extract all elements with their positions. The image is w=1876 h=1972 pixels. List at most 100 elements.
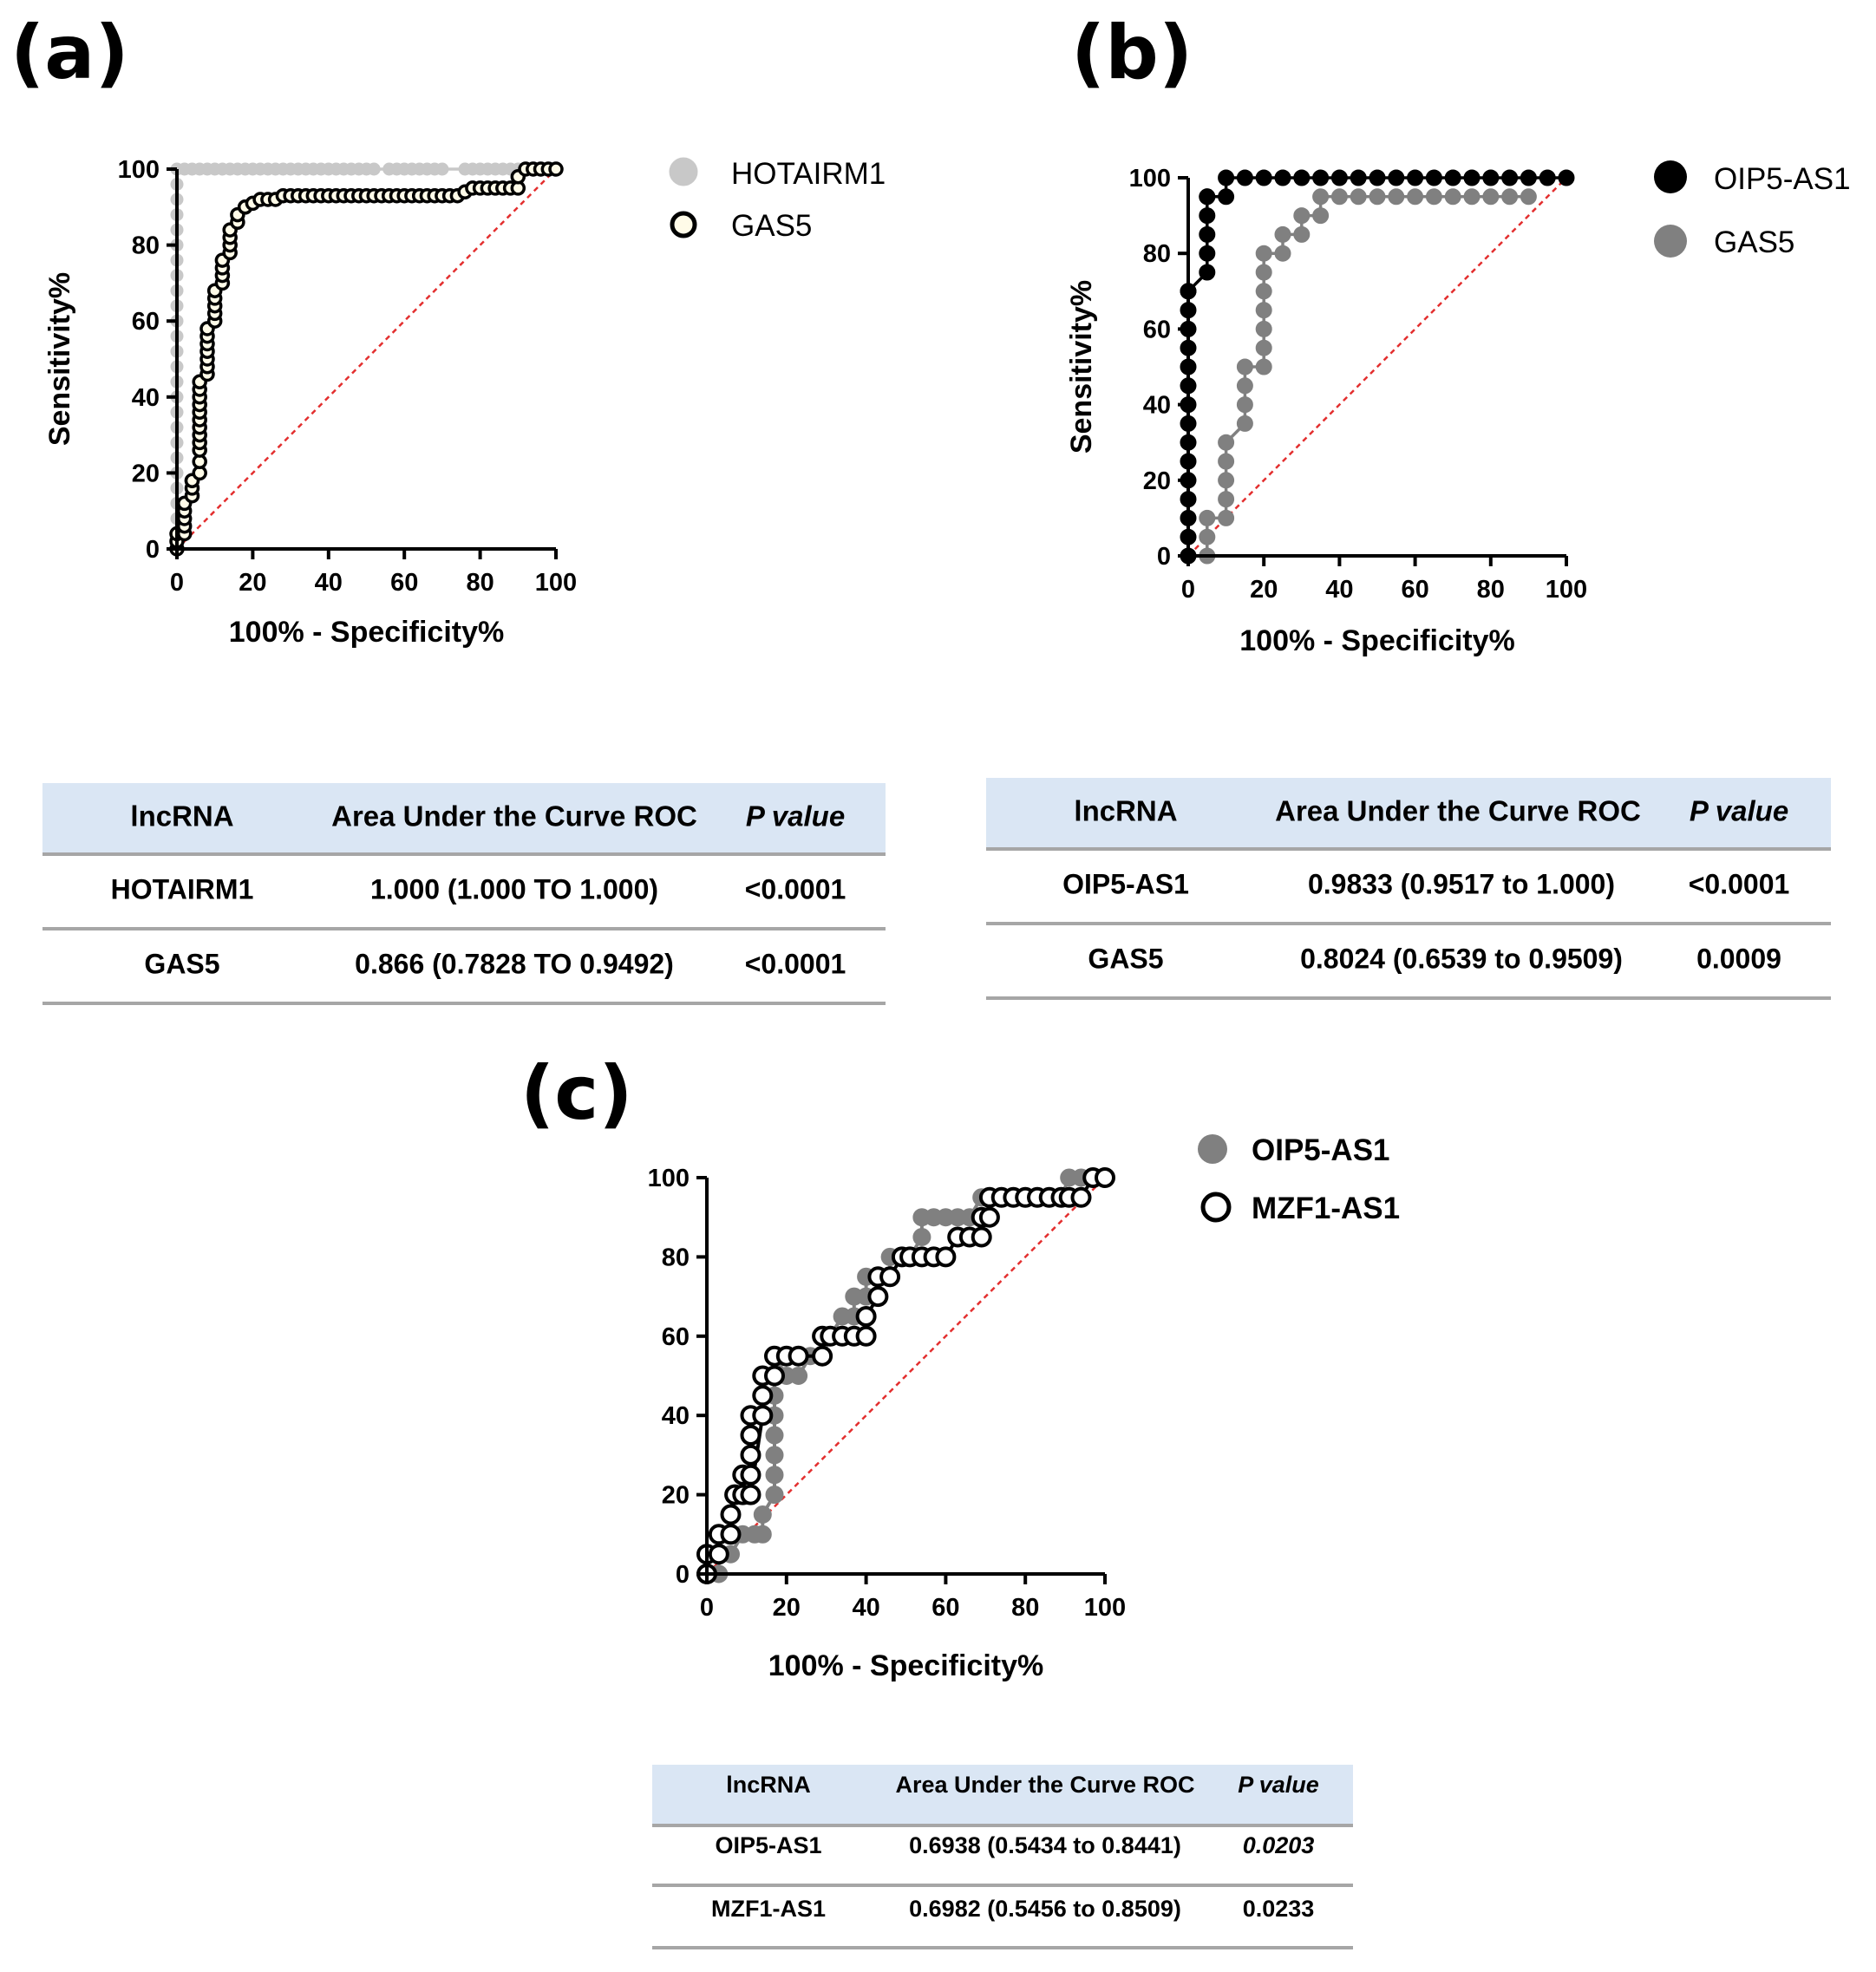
- table-a-header-pvalue: P value: [746, 800, 845, 833]
- data-point: [1463, 188, 1481, 206]
- panel-label-c: (c): [520, 1050, 633, 1137]
- data-point: [720, 1504, 742, 1525]
- x-tick-label: 100: [1546, 576, 1587, 604]
- data-point: [1218, 453, 1235, 470]
- x-axis-title: 100% - Specificity%: [768, 1649, 1043, 1682]
- legend-b-label-oip5as1: OIP5-AS1: [1714, 162, 1851, 196]
- table-a-header-lncrna: lncRNA: [130, 800, 233, 833]
- data-point: [765, 1446, 784, 1465]
- x-tick-label: 100: [1084, 1594, 1126, 1622]
- data-point: [1369, 188, 1386, 206]
- table-c-header-pvalue: P value: [1238, 1772, 1319, 1798]
- x-tick-label: 80: [1011, 1594, 1039, 1622]
- table-b-cell-r2-c1: GAS5: [1088, 943, 1163, 974]
- data-point: [1199, 528, 1216, 545]
- data-point: [978, 1206, 1000, 1228]
- data-point: [1350, 188, 1367, 206]
- table-b-cell-r1-c1: OIP5-AS1: [1062, 868, 1189, 899]
- data-point: [1312, 169, 1330, 186]
- table-c: lncRNA Area Under the Curve ROC P value …: [652, 1765, 1353, 1949]
- table-b-cell-r1-c3: <0.0001: [1689, 868, 1790, 899]
- data-point: [720, 1524, 742, 1545]
- data-point: [1199, 509, 1216, 526]
- series-mzf1-as1: [696, 1167, 1115, 1584]
- y-tick-label: 60: [1143, 316, 1171, 343]
- table-b: lncRNA Area Under the Curve ROC P value …: [986, 778, 1831, 1000]
- table-a-cell-r1-c2: 1.000 (1.000 TO 1.000): [370, 873, 658, 904]
- data-point: [935, 1246, 957, 1268]
- table-b-header-bg: [986, 778, 1831, 850]
- data-point: [1218, 169, 1235, 186]
- x-axis-title: 100% - Specificity%: [1239, 624, 1514, 657]
- y-tick-label: 100: [1129, 165, 1171, 193]
- data-point: [740, 1484, 762, 1505]
- y-tick-label: 40: [132, 384, 160, 412]
- table-a-cell-r1-c1: HOTAIRM1: [111, 873, 254, 904]
- data-point: [1236, 415, 1253, 432]
- x-tick-label: 80: [1477, 576, 1505, 604]
- data-point: [752, 1405, 774, 1427]
- data-point: [1095, 1167, 1115, 1188]
- data-point: [1350, 169, 1367, 186]
- y-tick-label: 60: [662, 1323, 690, 1351]
- data-point: [1218, 491, 1235, 508]
- table-b-rule-1: [986, 847, 1831, 851]
- data-point: [1199, 245, 1216, 262]
- x-tick-label: 100: [535, 569, 577, 597]
- y-axis-title: Sensitivity%: [43, 272, 76, 446]
- data-point: [1425, 188, 1442, 206]
- x-tick-label: 20: [773, 1594, 801, 1622]
- data-point: [1520, 169, 1537, 186]
- series-line: [1206, 195, 1529, 556]
- roc-chart-b: 0 20 40 60 80 100 0 20 40 60 80 100 100% - Specifici…: [1065, 165, 1587, 657]
- legend-a-label-hotairm1: HOTAIRM1: [731, 157, 886, 191]
- data-point: [740, 1464, 762, 1486]
- table-a-cell-r2-c2: 0.866 (0.7828 TO 0.9492): [355, 948, 674, 979]
- data-point: [1274, 225, 1291, 243]
- x-tick-label: 0: [700, 1594, 714, 1622]
- y-axis-title: Sensitivity%: [1065, 280, 1098, 454]
- data-point: [1463, 169, 1481, 186]
- data-point: [1388, 188, 1405, 206]
- y-tick-label: 20: [1143, 467, 1171, 495]
- x-tick-label: 80: [466, 569, 494, 597]
- table-a-cell-r2-c3: <0.0001: [745, 948, 846, 979]
- roc-chart-c: 0 20 40 60 80 100 0 20 40 60 80 100 100% - Specifici…: [648, 1165, 1127, 1682]
- panel-label-b: (b): [1071, 10, 1193, 96]
- table-b-cell-r1-c2: 0.9833 (0.9517 to 1.000): [1308, 868, 1615, 899]
- table-a-header-bg: [42, 783, 886, 855]
- y-tick-label: 40: [1143, 392, 1171, 420]
- table-c-cell-r1-c1: OIP5-AS1: [715, 1832, 821, 1858]
- data-point: [1369, 169, 1386, 186]
- x-tick-label: 40: [315, 569, 343, 597]
- table-c-header-bg: [652, 1765, 1353, 1825]
- legend-c: OIP5-AS1 MZF1-AS1: [1198, 1133, 1400, 1225]
- data-point: [753, 1525, 772, 1544]
- data-point: [1482, 188, 1500, 206]
- data-point: [1236, 358, 1253, 375]
- table-c-rule-1: [652, 1824, 1353, 1827]
- table-c-cell-r2-c2: 0.6982 (0.5456 to 0.8509): [909, 1896, 1181, 1922]
- data-point: [1218, 434, 1235, 451]
- table-b-rule-2: [986, 922, 1831, 925]
- data-point: [1236, 377, 1253, 395]
- table-b-header-lncrna: lncRNA: [1074, 795, 1177, 827]
- data-point: [1520, 188, 1537, 206]
- y-tick-label: 0: [1157, 543, 1171, 571]
- data-point: [1199, 264, 1216, 281]
- data-point: [1218, 472, 1235, 489]
- x-tick-label: 60: [931, 1594, 959, 1622]
- data-point: [1070, 1186, 1092, 1208]
- table-c-cell-r1-c3: 0.0203: [1243, 1832, 1315, 1858]
- data-point: [1199, 207, 1216, 225]
- series-gas5: [1199, 188, 1537, 565]
- data-point: [855, 1325, 877, 1347]
- legend-a-marker-gas5: [670, 211, 697, 238]
- y-tick-label: 100: [648, 1165, 690, 1192]
- data-point: [1444, 188, 1461, 206]
- data-point: [1274, 245, 1291, 262]
- y-tick-label: 100: [118, 156, 160, 184]
- reference-diagonal: [176, 168, 557, 550]
- data-point: [1388, 169, 1405, 186]
